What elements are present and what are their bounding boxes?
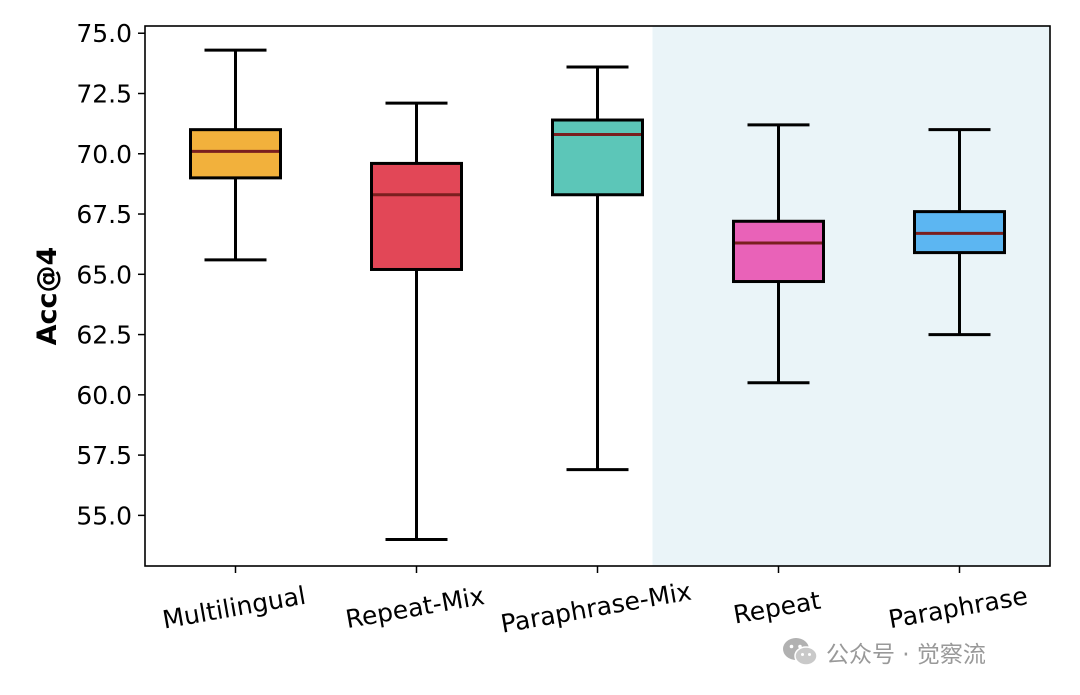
watermark: 公众号 · 觉察流: [780, 632, 986, 672]
y-axis-title: Acc@4: [32, 247, 63, 346]
box-paraphrase-mix: [551, 65, 644, 472]
y-tick-label: 55.0: [76, 501, 132, 530]
x-tick-label: Paraphrase-Mix: [499, 577, 694, 639]
box-body: [189, 128, 282, 180]
box-multilingual: [189, 48, 282, 262]
box-body: [370, 161, 463, 271]
y-tick-label: 75.0: [76, 19, 132, 48]
x-tick-label: Repeat-Mix: [343, 581, 486, 634]
box-repeat-mix: [370, 101, 463, 541]
box-paraphrase: [913, 128, 1006, 337]
y-tick-label: 72.5: [76, 80, 132, 109]
shaded-region: [652, 26, 1050, 566]
x-axis: Multilingual Repeat-Mix Paraphrase-Mix Repe…: [160, 566, 1030, 639]
y-tick-label: 67.5: [76, 200, 132, 229]
y-tick-label: 70.0: [76, 140, 132, 169]
box-body: [551, 118, 644, 197]
box-repeat: [732, 123, 825, 385]
x-tick-label: Repeat: [731, 586, 823, 630]
x-tick-label: Paraphrase: [886, 581, 1029, 634]
boxes: [189, 48, 1006, 541]
watermark-text: 公众号 · 觉察流: [826, 642, 986, 668]
box-body: [732, 219, 825, 284]
y-axis: 55.0 57.5 60.0 62.5 65.0 67.5 70.0 72.5 75.0: [76, 19, 145, 530]
wechat-icon: [783, 638, 818, 666]
y-tick-label: 62.5: [76, 321, 132, 350]
y-tick-label: 65.0: [76, 260, 132, 289]
y-tick-label: 57.5: [76, 441, 132, 470]
x-tick-label: Multilingual: [160, 581, 308, 635]
plot-frame: [144, 25, 1051, 567]
y-tick-label: 60.0: [76, 381, 132, 410]
